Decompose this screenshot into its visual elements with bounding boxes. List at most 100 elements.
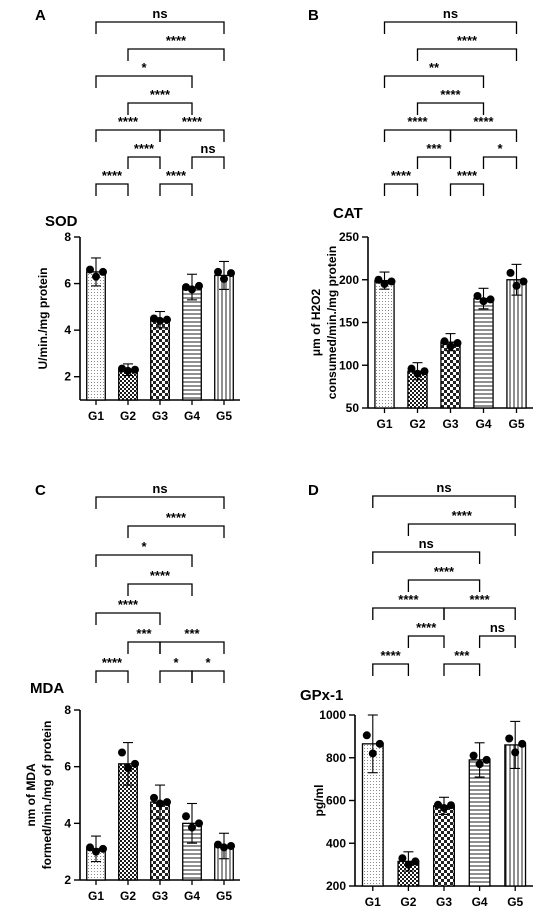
data-point: [124, 764, 132, 773]
data-point: [505, 734, 514, 743]
panel-letter: C: [35, 482, 46, 499]
data-point: [195, 819, 203, 828]
data-point: [220, 843, 228, 852]
bar: [182, 286, 202, 401]
significance-label: *: [141, 539, 147, 554]
significance-label: ns: [490, 620, 505, 635]
significance-label: *: [173, 655, 179, 670]
x-tick-label: G2: [400, 895, 416, 909]
y-tick-label: 6: [64, 277, 71, 291]
significance-bracket: [372, 495, 516, 508]
significance-bracket: [95, 554, 193, 567]
data-point: [92, 272, 100, 281]
significance-label: *: [205, 655, 211, 670]
data-point: [182, 283, 190, 292]
significance-label: ***: [184, 626, 200, 641]
data-point: [375, 739, 384, 748]
significance-label: ****: [118, 114, 139, 129]
significance-label: ****: [457, 168, 478, 183]
significance-bracket: [482, 156, 518, 169]
data-point: [398, 854, 407, 863]
data-point: [469, 751, 478, 760]
significance-label: ****: [452, 508, 473, 523]
significance-bracket: [127, 48, 225, 61]
x-tick-label: G3: [152, 889, 168, 903]
bar: [468, 759, 491, 887]
significance-label: ****: [182, 114, 203, 129]
y-tick-label: 6: [64, 760, 71, 774]
data-point: [475, 760, 484, 769]
data-point: [519, 277, 528, 286]
significance-bracket: [407, 579, 481, 592]
significance-label: ns: [152, 481, 167, 496]
data-point: [404, 860, 413, 869]
data-point: [156, 316, 164, 325]
data-point: [182, 812, 190, 821]
significance-label: ****: [380, 648, 401, 663]
y-tick-label: 1000: [319, 708, 346, 722]
data-point: [368, 749, 377, 758]
data-point: [380, 280, 389, 289]
significance-label: ****: [102, 655, 123, 670]
panel-letter: B: [308, 7, 319, 24]
significance-label: ns: [152, 6, 167, 21]
data-point: [163, 798, 171, 807]
significance-bracket: [95, 21, 225, 34]
chart-title: MDA: [30, 680, 64, 697]
y-tick-label: 150: [339, 316, 359, 330]
significance-bracket: [449, 183, 485, 196]
bar: [86, 271, 106, 401]
data-point: [156, 799, 164, 808]
x-tick-label: G5: [508, 417, 524, 431]
data-point: [188, 823, 196, 832]
significance-label: ****: [473, 114, 494, 129]
significance-label: ****: [391, 168, 412, 183]
significance-label: ****: [166, 33, 187, 48]
data-point: [214, 267, 222, 276]
chart-title: GPx-1: [300, 687, 343, 704]
significance-label: ****: [166, 168, 187, 183]
significance-bracket: [191, 670, 225, 683]
significance-bracket: [383, 183, 419, 196]
data-point: [374, 275, 383, 284]
significance-bracket: [127, 525, 225, 538]
x-tick-label: G2: [120, 409, 136, 423]
significance-bracket: [95, 183, 129, 196]
significance-bracket: [416, 102, 485, 115]
significance-bracket: [449, 129, 518, 142]
x-tick-label: G5: [216, 409, 232, 423]
data-point: [86, 265, 94, 274]
significance-label: ****: [434, 564, 455, 579]
x-tick-label: G1: [88, 409, 104, 423]
significance-label: ****: [102, 168, 123, 183]
y-axis-label: pg/ml: [312, 785, 326, 817]
x-tick-label: G2: [120, 889, 136, 903]
x-tick-label: G4: [472, 895, 488, 909]
significance-bracket: [407, 523, 516, 536]
data-point: [479, 297, 488, 306]
data-point: [440, 337, 449, 346]
data-point: [99, 844, 107, 853]
bar: [473, 297, 494, 409]
significance-bracket: [127, 641, 161, 654]
panel-letter: A: [35, 7, 46, 24]
bar: [214, 274, 234, 401]
x-tick-label: G1: [88, 889, 104, 903]
y-tick-label: 2: [64, 370, 71, 384]
data-point: [411, 857, 420, 866]
data-point: [92, 847, 100, 856]
y-tick-label: 200: [339, 273, 359, 287]
significance-bracket: [443, 663, 481, 676]
x-tick-label: G3: [436, 895, 452, 909]
y-tick-label: 8: [64, 703, 71, 717]
significance-label: ****: [118, 597, 139, 612]
data-point: [227, 269, 235, 278]
data-point: [227, 842, 235, 850]
significance-label: ****: [416, 620, 437, 635]
y-axis-label: nm of MDA: [24, 763, 38, 827]
y-tick-label: 400: [326, 836, 346, 850]
y-axis-label: μm of H2O2: [309, 289, 323, 357]
data-point: [413, 369, 422, 378]
